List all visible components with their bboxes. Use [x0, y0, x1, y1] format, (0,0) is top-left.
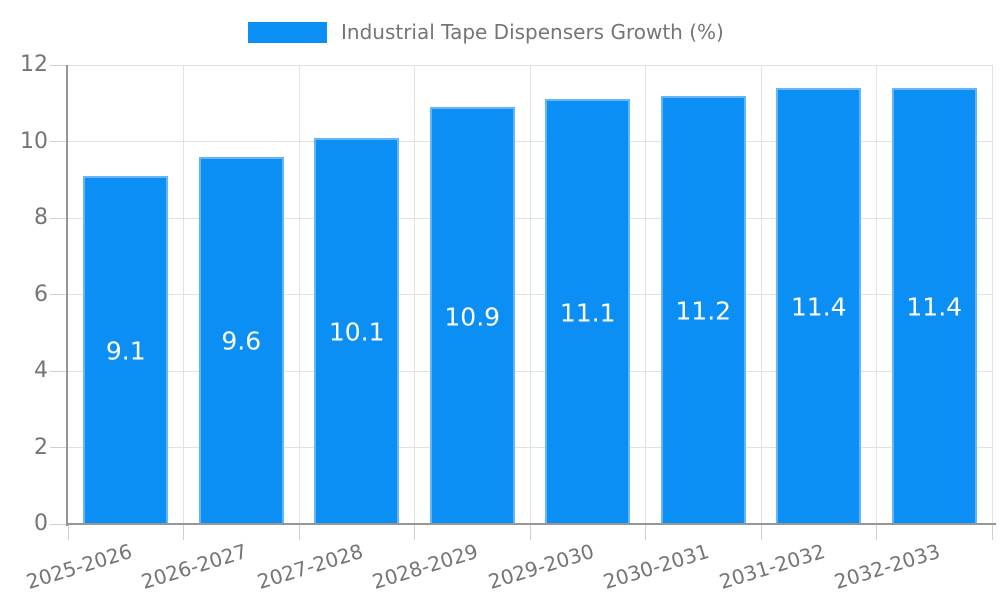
y-tick-label: 10 — [20, 128, 48, 154]
x-axis-line — [66, 523, 996, 525]
x-axis-tick — [760, 524, 762, 540]
x-tick-label: 2032-2033 — [831, 539, 943, 594]
v-gridline — [183, 65, 184, 524]
bar: 9.6 — [198, 156, 284, 524]
bar-value-label: 11.2 — [675, 296, 732, 326]
legend-swatch — [248, 21, 327, 43]
bar-value-label: 10.1 — [328, 317, 385, 347]
bar: 11.4 — [776, 87, 862, 524]
bar: 10.9 — [429, 107, 515, 524]
v-gridline — [991, 65, 993, 524]
legend: Industrial Tape Dispensers Growth (%) — [248, 20, 724, 44]
bar-value-label: 9.6 — [221, 326, 262, 356]
x-axis-tick — [298, 524, 300, 540]
bar-value-label: 11.4 — [790, 292, 847, 322]
v-gridline — [414, 65, 415, 524]
bar-value-label: 10.9 — [444, 302, 501, 332]
x-tick-label: 2026-2027 — [138, 539, 250, 594]
v-gridline — [876, 65, 877, 524]
bar-value-label: 9.1 — [105, 336, 146, 366]
x-axis-tick — [529, 524, 531, 540]
y-axis-line — [66, 65, 68, 526]
x-axis-tick — [414, 524, 415, 540]
bar: 9.1 — [83, 175, 169, 524]
bar-value-label: 11.1 — [559, 298, 616, 328]
bar: 11.2 — [660, 95, 746, 524]
y-tick-label: 8 — [34, 205, 48, 230]
x-tick-label: 2031-2032 — [716, 539, 828, 594]
x-axis-tick — [876, 524, 877, 540]
x-tick-label: 2027-2028 — [254, 539, 366, 594]
bar: 11.1 — [545, 99, 631, 524]
v-gridline — [298, 65, 300, 524]
y-axis-tick — [50, 141, 67, 142]
y-tick-label: 6 — [34, 281, 48, 307]
y-axis-tick — [50, 523, 67, 525]
v-gridline — [645, 65, 646, 524]
y-axis-tick — [50, 294, 67, 295]
bar: 11.4 — [891, 87, 977, 524]
y-tick-label: 2 — [34, 434, 48, 460]
x-axis-tick — [67, 524, 69, 540]
y-axis-tick — [50, 447, 67, 448]
bar: 10.1 — [314, 137, 400, 524]
y-axis-tick — [50, 370, 67, 372]
x-axis-tick — [991, 524, 993, 540]
x-tick-label: 2029-2030 — [485, 539, 597, 594]
v-gridline — [529, 65, 531, 524]
x-axis-tick — [645, 524, 646, 540]
v-gridline — [760, 65, 762, 524]
x-tick-label: 2025-2026 — [23, 539, 135, 594]
y-axis-tick — [50, 64, 67, 66]
y-tick-label: 4 — [34, 358, 48, 383]
x-tick-label: 2030-2031 — [600, 539, 712, 594]
y-tick-label: 0 — [34, 511, 48, 536]
bar-value-label: 11.4 — [906, 292, 963, 322]
y-tick-label: 12 — [20, 52, 48, 77]
y-axis-tick — [50, 217, 67, 219]
legend-label: Industrial Tape Dispensers Growth (%) — [341, 20, 724, 44]
x-axis-tick — [183, 524, 184, 540]
x-tick-label: 2028-2029 — [369, 539, 481, 594]
